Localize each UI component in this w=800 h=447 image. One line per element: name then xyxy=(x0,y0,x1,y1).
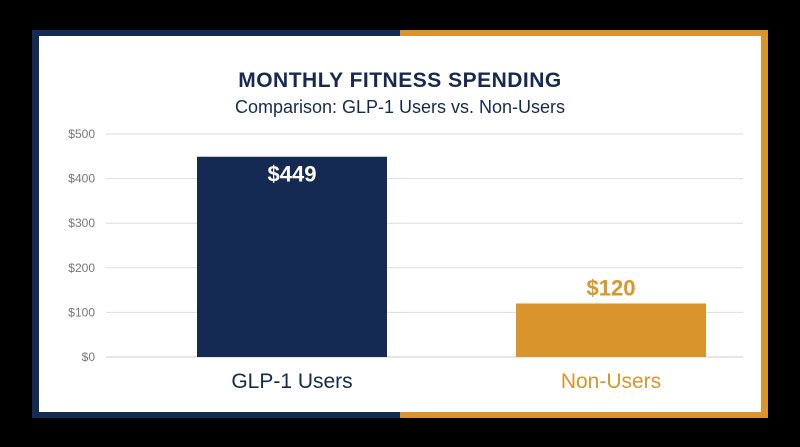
y-tick-label: $100 xyxy=(68,305,95,319)
chart-subtitle: Comparison: GLP-1 Users vs. Non-Users xyxy=(234,97,566,117)
y-tick-label: $500 xyxy=(68,127,95,141)
bar-non-users xyxy=(516,303,706,357)
y-tick-label: $400 xyxy=(68,172,95,186)
x-category-label: GLP-1 Users xyxy=(231,370,352,393)
chart-title: MONTHLY FITNESS SPENDING xyxy=(238,69,562,92)
y-tick-label: $300 xyxy=(68,216,95,230)
bar-value-label: $120 xyxy=(587,275,636,300)
bar-value-label: $449 xyxy=(268,162,317,187)
bar-chart-plot: $0 $100 $200 $300 $400 $500 $449 GLP-1 Users $1… xyxy=(68,127,743,393)
y-tick-label: $0 xyxy=(82,350,96,364)
chart-card: MONTHLY FITNESS SPENDING Comparison: GLP… xyxy=(39,36,761,412)
bar-glp-1-users xyxy=(197,156,387,357)
chart-frame: MONTHLY FITNESS SPENDING Comparison: GLP… xyxy=(32,30,768,418)
x-category-label: Non-Users xyxy=(561,370,661,393)
y-tick-label: $200 xyxy=(68,261,95,275)
